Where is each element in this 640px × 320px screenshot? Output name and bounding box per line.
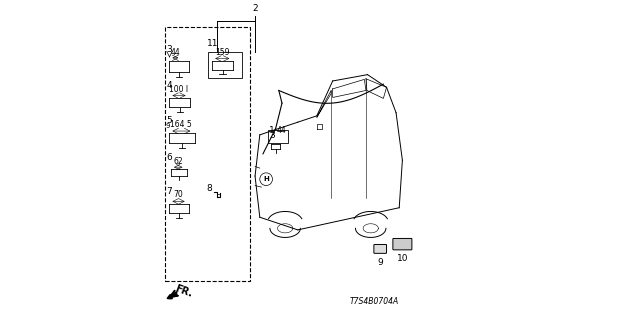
Text: 11: 11	[207, 39, 218, 48]
Text: H: H	[263, 176, 269, 182]
Text: 164 5: 164 5	[170, 120, 192, 129]
Text: 6: 6	[166, 153, 172, 162]
Bar	[207, 52, 243, 78]
Text: 4: 4	[166, 81, 172, 90]
Text: 7: 7	[166, 187, 172, 196]
Text: 9: 9	[166, 123, 170, 129]
Text: 10: 10	[397, 254, 408, 263]
Text: 2: 2	[252, 4, 258, 13]
Text: 100 l: 100 l	[170, 85, 189, 94]
Text: 70: 70	[173, 190, 183, 199]
Bar	[164, 27, 250, 281]
Text: 8: 8	[207, 183, 212, 193]
FancyBboxPatch shape	[374, 244, 387, 253]
Text: T7S4B0704A: T7S4B0704A	[350, 297, 399, 306]
Text: 1: 1	[269, 125, 275, 134]
Text: 5: 5	[166, 116, 172, 125]
Bar	[268, 130, 288, 143]
Text: 9: 9	[378, 259, 383, 268]
Text: 44: 44	[170, 48, 180, 57]
Text: 3: 3	[269, 131, 275, 140]
Text: 44: 44	[276, 125, 286, 134]
Text: 3: 3	[166, 45, 172, 54]
Text: 159: 159	[215, 48, 230, 57]
Text: 62: 62	[173, 156, 183, 165]
Text: FR.: FR.	[173, 284, 194, 299]
FancyBboxPatch shape	[393, 238, 412, 250]
